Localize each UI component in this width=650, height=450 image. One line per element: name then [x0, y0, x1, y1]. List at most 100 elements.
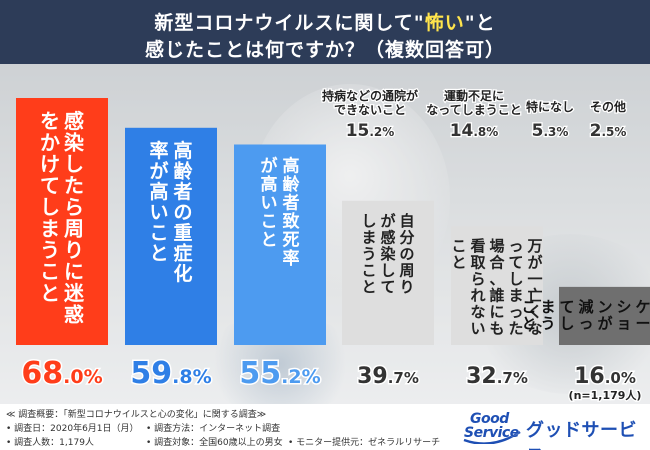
bar-label-char: こ	[451, 237, 466, 255]
minor-item-value: 2.5%	[590, 121, 627, 141]
bar	[234, 144, 326, 345]
bar-label-char: か	[40, 131, 60, 155]
bar-label-char: ら	[470, 270, 485, 288]
bar-label-char: 高	[283, 155, 300, 176]
value-label: 55.2%	[239, 356, 320, 391]
value-label: 16.0%	[574, 364, 636, 389]
bar-label-char: こ	[521, 298, 536, 316]
bar-label-char: 周	[64, 217, 84, 241]
bar-label-char: シ	[616, 298, 631, 316]
bar-label-char: 齢	[283, 174, 301, 195]
bar-label-char: 合	[488, 254, 505, 272]
sample-size-label: (n=1,179人)	[569, 388, 642, 402]
bar-label-char: 亡	[527, 287, 542, 305]
bar-label-char: ま	[540, 298, 555, 316]
bar-label-char: っ	[508, 237, 523, 255]
bar-label-char: り	[399, 278, 414, 296]
bar-label-char: い	[149, 201, 168, 223]
bar-label-char: 者	[282, 192, 300, 213]
bar-label-char: り	[64, 238, 84, 262]
bar-label-char: し	[380, 261, 395, 279]
title-quote: "	[413, 12, 425, 34]
bar-label-char: 惑	[64, 303, 84, 327]
logo-text: Good	[470, 411, 509, 427]
bar-label-char: て	[380, 278, 395, 296]
bar-label-char: い	[261, 193, 278, 213]
bar-label-char: 、	[489, 270, 504, 288]
title-line-1: 新型コロナウイルスに関して"怖い"と	[0, 8, 650, 35]
bar	[125, 127, 217, 345]
logo-text: Service	[464, 425, 519, 441]
survey-target: • 調査対象：全国60歳以上の男女	[146, 438, 283, 448]
bar-label-char: た	[508, 320, 523, 338]
title-quote: "と	[464, 12, 496, 34]
bar-label-char: ョ	[616, 314, 631, 332]
bar-label-char: ま	[40, 217, 60, 241]
bar	[451, 226, 543, 345]
bar-label-char: ケ	[635, 298, 650, 316]
bar-label-char: れ	[470, 287, 485, 305]
bar-label-char: 死	[283, 230, 300, 250]
bar-label-char: を	[40, 109, 60, 133]
bar-label-char: が	[527, 254, 543, 272]
bar-label-char: 染	[379, 245, 396, 263]
minor-item: 特になし 5.3%	[525, 98, 576, 143]
survey-date: • 調査日：2020年6月1日（月）	[6, 424, 139, 434]
bar-label-char: 看	[470, 237, 485, 255]
minor-item-value: 5.3%	[532, 121, 569, 141]
bar-label-char: し	[508, 270, 523, 288]
title-banner: 新型コロナウイルスに関して"怖い"と 感じたことは何ですか？（複数回答可）	[0, 0, 650, 64]
bar-label-char: が	[261, 155, 278, 176]
bar-label-char: し	[361, 212, 376, 230]
bar-label-char: な	[470, 303, 485, 321]
bar-label-char: が	[597, 314, 613, 332]
bar-label-char: し	[40, 195, 60, 219]
bar-label-char: 重	[173, 222, 192, 244]
bar-label-char: も	[489, 320, 504, 338]
value-label: 59.8%	[130, 356, 211, 391]
bar-label-char: っ	[508, 303, 523, 321]
value-label: 32.7%	[466, 364, 528, 389]
minor-item-label: 運動不足に	[444, 88, 504, 103]
survey-method: • 調査方法：インターネット調査	[146, 424, 281, 434]
survey-provider: • モニター提供元：ゼネラルリサーチ	[288, 438, 441, 448]
value-label: 39.7%	[357, 364, 419, 389]
minor-item: その他 2.5%	[588, 98, 627, 143]
bar-label-char: 高	[173, 139, 192, 162]
brand-name: グッドサービス	[526, 420, 637, 450]
bar-label-char: し	[559, 314, 574, 332]
bar-label-char: 迷	[63, 281, 85, 305]
bar-label-char: 分	[399, 228, 414, 246]
title-line-2: 感じたことは何ですか？（複数回答可）	[144, 39, 505, 61]
minor-item-value: 14.8%	[450, 121, 499, 141]
survey-title: ≪ 調査概要：「新型コロナウイルスと心の変化」に関する調査≫	[6, 410, 267, 420]
bar-label-char: 周	[399, 261, 414, 279]
bar-label-char: 化	[173, 262, 192, 285]
minor-item-label: できないこと	[334, 103, 406, 117]
bar-label-char: こ	[149, 222, 168, 244]
bar-label: コミュニケーションが減ってしまうこと	[521, 298, 650, 333]
bar-label-char: い	[470, 320, 485, 338]
title-highlight: 怖い	[424, 12, 465, 34]
bar	[16, 98, 108, 345]
bar-label-char: 者	[173, 181, 192, 203]
title-text: 新型コロナウイルスに関して	[154, 12, 414, 34]
good-service-logo: Good Service	[462, 410, 522, 444]
bar-label-char: た	[64, 174, 84, 198]
bar-label-char: と	[40, 281, 60, 305]
logo-swoosh-icon	[463, 430, 521, 444]
bar-label-char: く	[527, 303, 542, 321]
bar-label-char: 取	[470, 254, 486, 272]
bar-label-char: 誰	[489, 287, 504, 305]
bar-label-char: と	[521, 314, 536, 332]
bar-label-char: て	[40, 174, 60, 198]
bar-label-char: に	[64, 260, 84, 284]
bar-label-char: 減	[578, 298, 593, 316]
bar-label-char: ら	[64, 195, 84, 219]
bar-label-char: ま	[508, 287, 523, 305]
bar-label-char: と	[261, 230, 278, 250]
bar-label-char: 万	[526, 237, 542, 255]
bar-label-char: 率	[149, 139, 168, 162]
footer: ≪ 調査概要：「新型コロナウイルスと心の変化」に関する調査≫ • 調査日：202…	[0, 404, 650, 450]
